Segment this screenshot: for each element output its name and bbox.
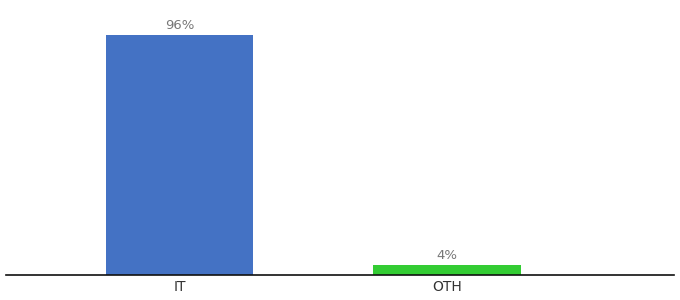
Bar — [106, 35, 253, 275]
Bar — [373, 265, 521, 275]
Text: 96%: 96% — [165, 20, 194, 32]
Text: 4%: 4% — [437, 249, 458, 262]
